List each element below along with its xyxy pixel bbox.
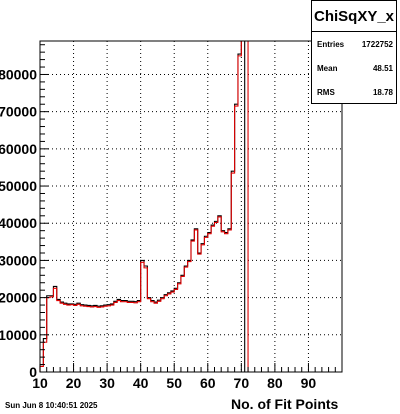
- plot-frame: [39, 40, 343, 373]
- grid-lines: [40, 41, 342, 372]
- x-axis-label: No. of Fit Points: [231, 396, 339, 412]
- stats-row-rms: RMS 18.78: [312, 80, 396, 104]
- x-tick-label: 80: [267, 375, 283, 391]
- x-tick-label: 20: [66, 375, 82, 391]
- y-tick-label: 10000: [0, 327, 37, 343]
- stats-row-entries: Entries 1722752: [312, 32, 396, 56]
- x-tick-label: 90: [301, 375, 317, 391]
- x-tick-label: 60: [200, 375, 216, 391]
- x-tick-label: 70: [234, 375, 250, 391]
- histogram-series: [39, 40, 342, 373]
- histogram-series-red: [39, 40, 342, 373]
- y-tick-label: 60000: [0, 141, 37, 157]
- x-tick-label: 10: [32, 375, 48, 391]
- histogram-series-black: [39, 40, 342, 373]
- axes: 10 20 30 40 50 60 70 80 90 0 10000 20000 30000 40000 5…: [0, 44, 336, 391]
- stats-label: RMS: [317, 88, 335, 97]
- datestamp: Sun Jun 8 10:40:51 2025: [5, 401, 98, 410]
- stats-value: 48.51: [372, 64, 393, 73]
- y-tick-label: 30000: [0, 252, 37, 268]
- stats-value: 1722752: [361, 40, 393, 49]
- stats-label: Mean: [317, 64, 338, 73]
- y-tick-label: 0: [29, 364, 37, 380]
- x-tick-label: 50: [166, 375, 182, 391]
- stats-label: Entries: [317, 40, 345, 49]
- stats-row-mean: Mean 48.51: [312, 56, 396, 80]
- x-tick-label: 40: [133, 375, 149, 391]
- stats-box: ChiSqXY_x Entries 1722752 Mean 48.51 RMS…: [311, 0, 397, 104]
- stats-title: ChiSqXY_x: [312, 1, 396, 32]
- x-tick-label: 30: [99, 375, 115, 391]
- stats-value: 18.78: [372, 88, 393, 97]
- y-tick-label: 40000: [0, 215, 37, 231]
- y-tick-label: 70000: [0, 104, 37, 120]
- y-tick-label: 50000: [0, 178, 37, 194]
- y-tick-label: 20000: [0, 290, 37, 306]
- y-tick-label: 80000: [0, 66, 37, 82]
